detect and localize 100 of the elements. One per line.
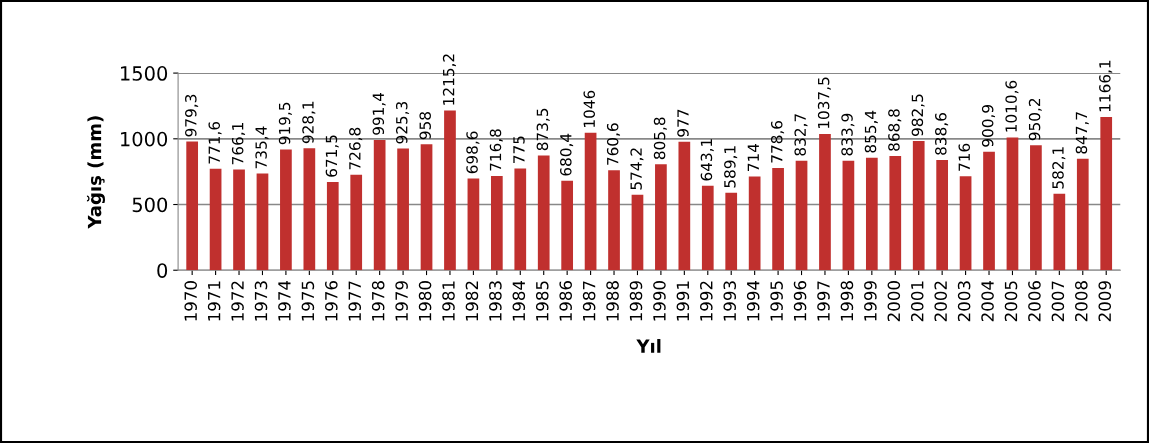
data-label: 919,5	[278, 102, 292, 145]
data-label: 855,4	[864, 110, 878, 153]
x-tick-label: 1990	[653, 281, 666, 321]
data-label: 950,2	[1028, 98, 1042, 141]
x-tick-label: 1970	[184, 281, 197, 321]
x-tick-label: 1992	[700, 281, 713, 321]
y-tick-label: 0	[157, 263, 168, 278]
bar	[537, 155, 550, 271]
x-tick-label: 1971	[207, 281, 221, 321]
x-tick-label: 1988	[606, 281, 619, 321]
bar	[1006, 137, 1019, 271]
bar	[373, 139, 386, 271]
bar	[983, 151, 995, 271]
x-tick-label: 1985	[535, 281, 549, 321]
x-tick-label: 1993	[723, 281, 737, 321]
bar	[186, 141, 199, 271]
x-tick-label: 1980	[418, 281, 432, 321]
bar	[772, 167, 784, 271]
bar	[701, 185, 714, 271]
data-label: 726,8	[349, 127, 363, 170]
data-label: 589,1	[724, 146, 738, 188]
bar	[678, 141, 691, 271]
x-tick-label: 2000	[887, 281, 901, 322]
x-tick-label: 1995	[770, 281, 783, 321]
x-tick-label: 1984	[512, 280, 526, 321]
bar	[490, 176, 503, 271]
x-tick-label: 1978	[371, 281, 385, 321]
bar	[1076, 158, 1089, 271]
bar	[233, 169, 245, 271]
x-tick-label: 1983	[489, 281, 502, 321]
data-label: 838,6	[935, 113, 949, 155]
data-label: 698,6	[466, 131, 480, 174]
bar	[561, 180, 574, 271]
x-tick-label: 1986	[559, 281, 572, 321]
bar	[889, 156, 902, 271]
x-tick-label: 2009	[1098, 281, 1112, 322]
data-label: 735,4	[255, 126, 269, 169]
data-label: 714	[747, 143, 759, 171]
data-label: 771,6	[208, 121, 222, 164]
x-axis-title: Yıl	[636, 339, 661, 353]
bar	[1030, 145, 1042, 271]
x-tick-label: 1982	[465, 281, 479, 321]
data-label: 979,3	[185, 94, 199, 137]
y-tick-label: 1500	[121, 66, 168, 81]
x-tick-label: 2004	[981, 280, 994, 322]
bar	[842, 160, 855, 271]
data-label: 847,7	[1075, 112, 1089, 154]
bar	[608, 170, 620, 271]
bar	[350, 174, 363, 271]
bar	[514, 168, 527, 271]
data-label: 582,1	[1052, 147, 1066, 189]
data-label: 1046	[583, 90, 596, 127]
x-tick-label: 1987	[582, 281, 596, 321]
bar	[280, 149, 292, 271]
data-label: 868,8	[888, 109, 902, 151]
x-tick-label: 1991	[676, 281, 690, 321]
bar	[959, 176, 972, 271]
x-tick-label: 2003	[957, 281, 971, 322]
x-tick-label: 2002	[934, 281, 947, 322]
data-label: 1010,6	[1005, 80, 1019, 132]
x-tick-label: 1974	[278, 280, 291, 321]
data-label: 766,1	[231, 123, 246, 165]
bar	[819, 133, 831, 271]
bar	[725, 192, 738, 271]
data-label: 775	[513, 136, 525, 163]
data-label: 1215,2	[442, 54, 456, 105]
bar	[584, 132, 597, 271]
bar	[655, 164, 667, 271]
data-label: 760,6	[606, 123, 621, 165]
data-label: 671,5	[325, 135, 339, 177]
data-label: 574,2	[630, 148, 644, 190]
data-label: 1037,5	[817, 77, 831, 129]
bar	[303, 148, 316, 271]
data-label: 716,8	[489, 129, 503, 171]
bar	[209, 168, 222, 271]
data-label: 680,4	[560, 133, 574, 176]
x-tick-label: 1972	[231, 281, 244, 321]
x-tick-label: 1998	[840, 281, 854, 321]
x-tick-label: 2008	[1075, 281, 1088, 322]
x-tick-label: 1981	[442, 281, 455, 321]
bar	[1053, 193, 1066, 271]
x-tick-label: 2007	[1051, 281, 1065, 322]
data-label: 1166,1	[1099, 60, 1113, 112]
data-label: 928,1	[302, 101, 316, 144]
bar	[748, 176, 761, 271]
bar	[467, 178, 480, 271]
x-tick-label: 2005	[1004, 281, 1018, 322]
data-label: 805,8	[653, 117, 667, 160]
x-tick-label: 2006	[1028, 281, 1041, 322]
data-label: 958	[419, 112, 431, 140]
bar	[397, 148, 409, 271]
data-label: 925,3	[395, 101, 410, 144]
x-tick-label: 1976	[325, 281, 338, 321]
y-axis-title: Yağış (mm)	[86, 116, 105, 229]
data-label: 900,9	[981, 105, 996, 147]
x-tick-label: 1999	[864, 281, 877, 321]
x-tick-label: 1994	[746, 280, 760, 321]
data-label: 716	[958, 143, 971, 171]
x-tick-label: 1975	[301, 281, 315, 321]
y-tick-label: 1000	[121, 131, 168, 147]
